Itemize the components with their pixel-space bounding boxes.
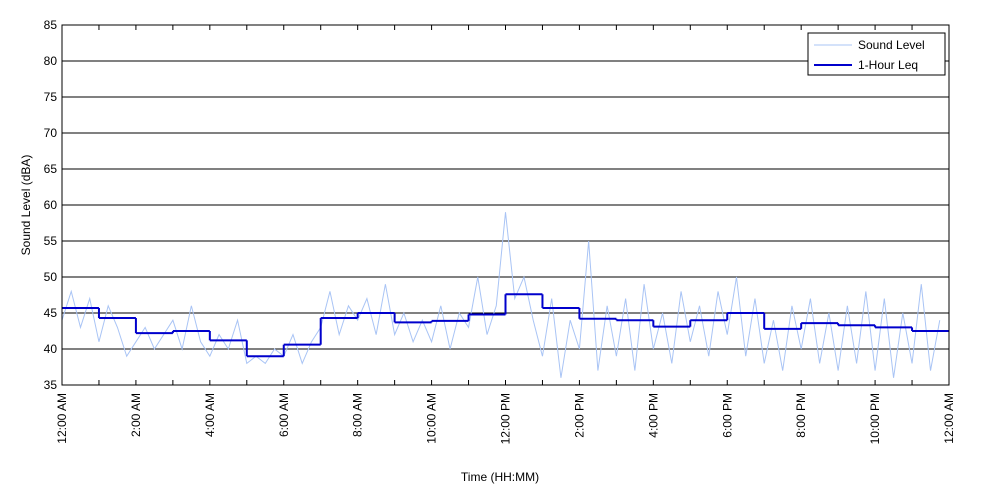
legend-label: 1-Hour Leq	[858, 58, 918, 72]
x-tick-label: 6:00 PM	[720, 393, 734, 438]
x-axis-label: Time (HH:MM)	[461, 470, 539, 484]
y-tick-label: 55	[44, 234, 58, 248]
y-tick-label: 40	[44, 342, 58, 356]
x-tick-label: 8:00 PM	[794, 393, 808, 438]
y-tick-label: 45	[44, 306, 58, 320]
x-tick-label: 4:00 AM	[203, 393, 217, 437]
y-axis-label: Sound Level (dBA)	[19, 155, 33, 256]
x-tick-label: 4:00 PM	[646, 393, 660, 438]
y-tick-label: 85	[44, 18, 58, 32]
x-tick-label: 12:00 AM	[55, 393, 69, 444]
sound-line	[61, 212, 941, 378]
y-tick-label: 75	[44, 90, 58, 104]
y-tick-label: 60	[44, 198, 58, 212]
x-tick-label: 2:00 PM	[572, 393, 586, 438]
x-tick-label: 10:00 PM	[868, 393, 882, 444]
y-tick-label: 65	[44, 162, 58, 176]
y-tick-label: 50	[44, 270, 58, 284]
legend-box	[807, 32, 946, 76]
plot-frame	[61, 24, 950, 386]
x-tick-label: 10:00 AM	[425, 393, 439, 444]
x-tick-label: 12:00 AM	[942, 393, 956, 444]
x-tick-label: 6:00 AM	[277, 393, 291, 437]
x-tick-label: 8:00 AM	[351, 393, 365, 437]
x-tick-label: 12:00 PM	[499, 393, 513, 444]
y-tick-label: 35	[44, 378, 58, 392]
x-tick-label: 2:00 AM	[129, 393, 143, 437]
legend-label: Sound Level	[858, 38, 925, 52]
y-tick-label: 70	[44, 126, 58, 140]
y-tick-label: 80	[44, 54, 58, 68]
